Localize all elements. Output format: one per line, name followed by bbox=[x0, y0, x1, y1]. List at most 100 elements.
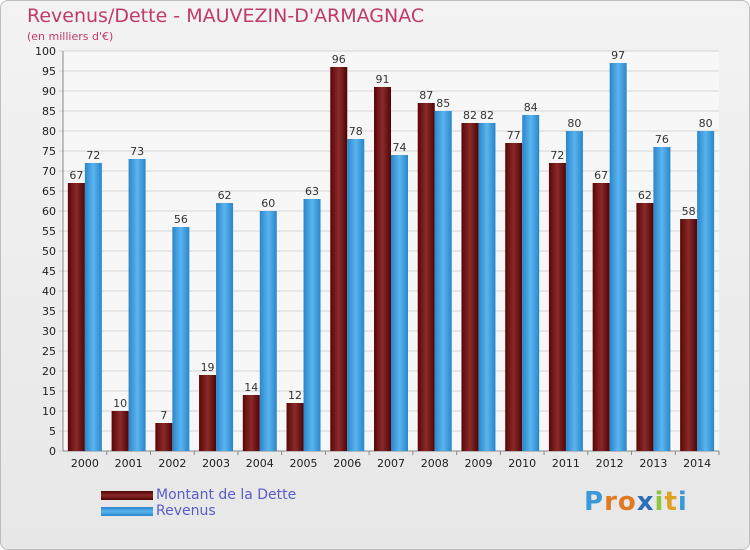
y-tick-label: 45 bbox=[42, 265, 56, 278]
x-tick-label: 2010 bbox=[508, 457, 536, 470]
data-label-revenus-2000: 72 bbox=[86, 149, 100, 162]
y-tick-label: 80 bbox=[42, 125, 56, 138]
logo-letter: x bbox=[636, 487, 655, 517]
bar-dette-2007 bbox=[374, 87, 391, 451]
data-label-dette-2002: 7 bbox=[160, 409, 167, 422]
legend-label-dette: Montant de la Dette bbox=[156, 487, 297, 503]
bar-revenus-2000 bbox=[84, 163, 102, 451]
x-tick-label: 2011 bbox=[552, 457, 580, 470]
data-label-revenus-2001: 73 bbox=[130, 145, 144, 158]
y-tick-label: 95 bbox=[42, 65, 56, 78]
data-label-dette-2011: 72 bbox=[550, 149, 564, 162]
proxiti-logo: Proxiti bbox=[584, 487, 688, 517]
data-label-revenus-2013: 76 bbox=[655, 133, 669, 146]
legend-swatch-dette bbox=[101, 491, 153, 500]
y-tick-label: 85 bbox=[42, 105, 56, 118]
data-label-dette-2000: 67 bbox=[69, 169, 83, 182]
data-label-revenus-2014: 80 bbox=[699, 117, 713, 130]
data-label-revenus-2009: 82 bbox=[480, 109, 494, 122]
data-label-revenus-2011: 80 bbox=[567, 117, 581, 130]
chart-title: Revenus/Dette - MAUVEZIN-D'ARMAGNAC bbox=[27, 5, 425, 27]
y-tick-label: 100 bbox=[35, 45, 56, 58]
bar-revenus-2001 bbox=[128, 159, 146, 451]
data-label-revenus-2004: 60 bbox=[261, 197, 275, 210]
y-tick-label: 10 bbox=[42, 405, 56, 418]
x-tick-label: 2007 bbox=[377, 457, 405, 470]
bar-dette-2010 bbox=[505, 143, 523, 451]
chart-subtitle: (en milliers d'€) bbox=[27, 30, 114, 43]
data-label-dette-2006: 96 bbox=[332, 53, 346, 66]
logo-letter: t bbox=[664, 487, 678, 517]
logo-letter: P bbox=[584, 487, 605, 517]
bar-dette-2002 bbox=[155, 423, 173, 451]
x-tick-label: 2014 bbox=[683, 457, 711, 470]
bar-revenus-2008 bbox=[434, 111, 452, 451]
x-tick-label: 2001 bbox=[115, 457, 143, 470]
y-tick-label: 75 bbox=[42, 145, 56, 158]
x-tick-label: 2003 bbox=[202, 457, 230, 470]
data-label-dette-2007: 91 bbox=[376, 73, 390, 86]
data-label-dette-2012: 67 bbox=[594, 169, 608, 182]
y-tick-label: 50 bbox=[42, 245, 56, 258]
data-label-dette-2014: 58 bbox=[682, 205, 696, 218]
bar-revenus-2013 bbox=[653, 147, 671, 451]
y-tick-label: 30 bbox=[42, 325, 56, 338]
bar-revenus-2009 bbox=[478, 123, 496, 451]
bar-revenus-2002 bbox=[172, 227, 190, 451]
data-label-dette-2003: 19 bbox=[201, 361, 215, 374]
y-tick-label: 35 bbox=[42, 305, 56, 318]
bar-dette-2006 bbox=[330, 67, 348, 451]
bar-dette-2008 bbox=[417, 103, 435, 451]
data-label-revenus-2003: 62 bbox=[218, 189, 232, 202]
data-label-dette-2001: 10 bbox=[113, 397, 127, 410]
y-tick-label: 25 bbox=[42, 345, 56, 358]
bar-revenus-2007 bbox=[391, 155, 408, 451]
data-label-revenus-2007: 74 bbox=[393, 141, 407, 154]
bar-dette-2004 bbox=[242, 395, 260, 451]
bar-revenus-2014 bbox=[697, 131, 715, 451]
bar-revenus-2004 bbox=[259, 211, 277, 451]
data-label-dette-2008: 87 bbox=[419, 89, 433, 102]
data-label-revenus-2005: 63 bbox=[305, 185, 319, 198]
y-tick-label: 5 bbox=[49, 425, 56, 438]
data-label-dette-2005: 12 bbox=[288, 389, 302, 402]
y-tick-label: 40 bbox=[42, 285, 56, 298]
bar-revenus-2010 bbox=[522, 115, 540, 451]
data-label-revenus-2008: 85 bbox=[436, 97, 450, 110]
x-tick-label: 2009 bbox=[464, 457, 492, 470]
logo-letter: i bbox=[654, 487, 665, 517]
y-tick-label: 20 bbox=[42, 365, 56, 378]
bar-revenus-2003 bbox=[216, 203, 234, 451]
logo-letter: r bbox=[604, 487, 618, 517]
bar-revenus-2006 bbox=[347, 139, 365, 451]
bar-dette-2013 bbox=[636, 203, 654, 451]
y-tick-label: 65 bbox=[42, 185, 56, 198]
data-label-revenus-2012: 97 bbox=[611, 49, 625, 62]
data-label-revenus-2010: 84 bbox=[524, 101, 538, 114]
y-tick-label: 55 bbox=[42, 225, 56, 238]
y-tick-label: 70 bbox=[42, 165, 56, 178]
data-label-revenus-2002: 56 bbox=[174, 213, 188, 226]
x-tick-label: 2013 bbox=[639, 457, 667, 470]
x-tick-label: 2000 bbox=[71, 457, 99, 470]
x-tick-label: 2004 bbox=[246, 457, 274, 470]
legend-label-revenus: Revenus bbox=[156, 503, 216, 519]
bar-dette-2000 bbox=[67, 183, 85, 451]
bar-revenus-2012 bbox=[609, 63, 627, 451]
logo-letter: o bbox=[617, 487, 637, 517]
logo-letter: i bbox=[677, 487, 688, 517]
x-tick-label: 2006 bbox=[333, 457, 361, 470]
legend-swatch-revenus bbox=[101, 507, 153, 516]
y-tick-label: 90 bbox=[42, 85, 56, 98]
bar-revenus-2005 bbox=[303, 199, 321, 451]
data-label-dette-2009: 82 bbox=[463, 109, 477, 122]
bar-dette-2003 bbox=[199, 375, 217, 451]
data-label-dette-2004: 14 bbox=[244, 381, 258, 394]
x-tick-label: 2002 bbox=[158, 457, 186, 470]
data-label-dette-2010: 77 bbox=[507, 129, 521, 142]
data-label-revenus-2006: 78 bbox=[349, 125, 363, 138]
y-tick-label: 0 bbox=[49, 445, 56, 458]
bar-dette-2005 bbox=[286, 403, 304, 451]
